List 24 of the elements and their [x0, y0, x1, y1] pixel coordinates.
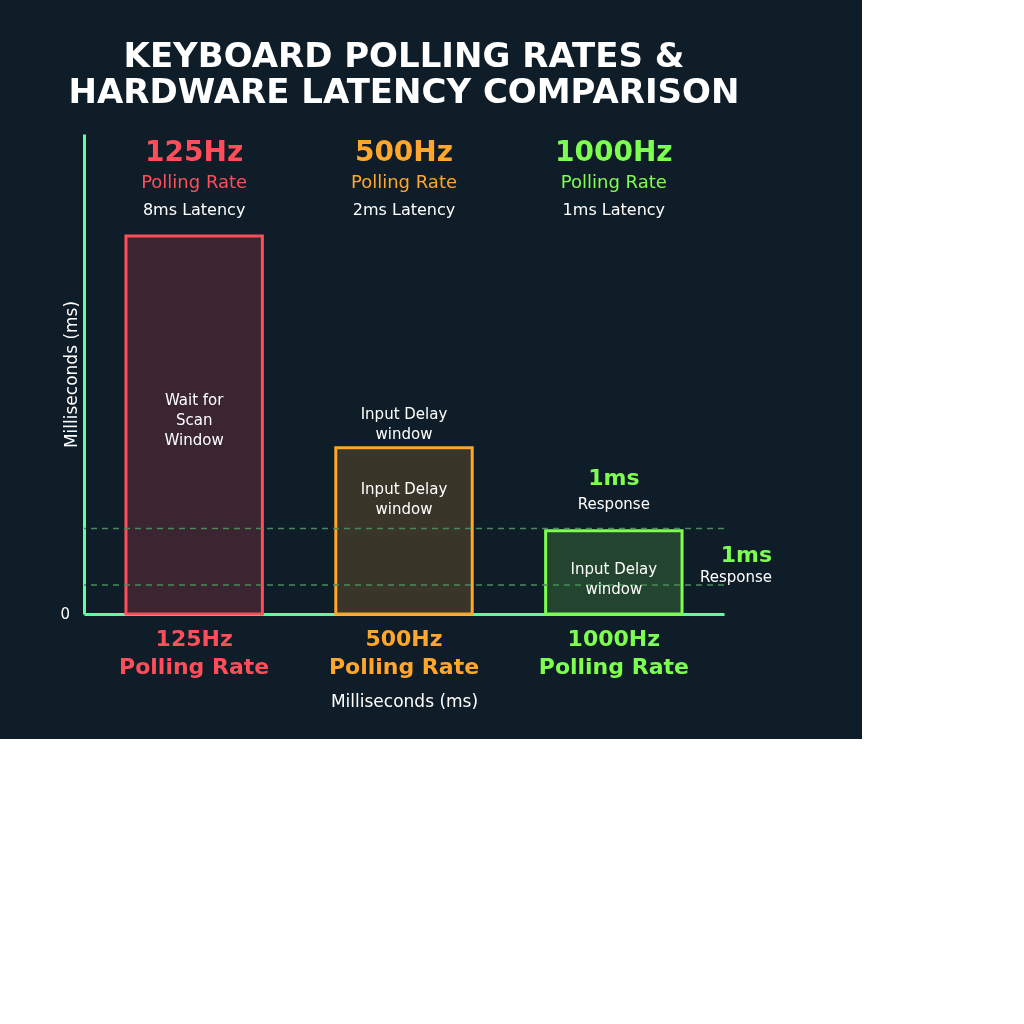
text: 8ms Latency — [142, 199, 246, 219]
annotation: Input Delay window — [570, 559, 658, 598]
annotation: Response — [577, 495, 650, 514]
text: 1ms Latency — [562, 199, 666, 219]
annotation: Response — [699, 568, 772, 587]
annotation: Input Delay window — [360, 404, 448, 443]
text: Polling Rate — [141, 171, 248, 193]
x-tick-label: 500Hz Polling Rate — [328, 625, 480, 679]
annotation: Input Delay window — [360, 480, 448, 519]
annotation: 1ms — [588, 464, 640, 490]
text: 500Hz — [354, 134, 454, 168]
chart-title: KEYBOARD POLLING RATES & HARDWARE LATENCY COMPARISON — [68, 35, 740, 111]
x-tick-label: 1000Hz Polling Rate — [538, 625, 689, 679]
text: Polling Rate — [350, 171, 458, 193]
text: 0 — [60, 605, 70, 623]
annotation: Wait for Scan Window — [164, 391, 225, 450]
text: 2ms Latency — [352, 199, 456, 219]
x-axis-title: Milliseconds (ms) — [330, 690, 479, 711]
text: 125Hz — [145, 134, 244, 168]
text: 1000Hz — [555, 134, 673, 168]
text: Polling Rate — [560, 171, 667, 193]
y-axis-title: Milliseconds (ms) — [60, 300, 81, 449]
annotation: 1ms — [720, 542, 772, 568]
x-tick-label: 125Hz Polling Rate — [119, 625, 270, 679]
